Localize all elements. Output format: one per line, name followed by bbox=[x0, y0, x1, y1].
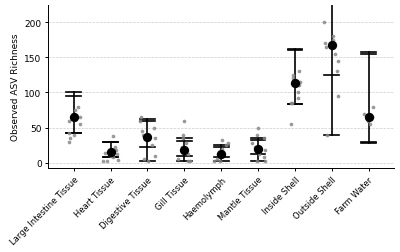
Point bbox=[151, 126, 157, 130]
Point bbox=[77, 116, 84, 120]
Point bbox=[110, 155, 116, 160]
Point bbox=[66, 140, 72, 144]
Point bbox=[297, 81, 304, 85]
Point bbox=[75, 105, 81, 109]
Point bbox=[249, 142, 256, 146]
Point bbox=[296, 84, 302, 88]
Point bbox=[66, 119, 72, 123]
Point bbox=[145, 160, 151, 164]
Point bbox=[183, 142, 189, 146]
Point bbox=[107, 151, 114, 155]
Point bbox=[369, 116, 375, 120]
Point bbox=[137, 119, 144, 123]
Point bbox=[181, 148, 188, 152]
Point bbox=[141, 158, 147, 162]
Point bbox=[296, 70, 302, 74]
Point bbox=[370, 105, 376, 109]
Point bbox=[261, 155, 267, 160]
Point bbox=[66, 131, 72, 135]
Point bbox=[113, 148, 120, 152]
Point bbox=[215, 153, 221, 157]
Point bbox=[367, 123, 374, 127]
Point bbox=[332, 53, 338, 57]
Point bbox=[72, 109, 79, 113]
Point bbox=[185, 153, 192, 157]
Point bbox=[179, 146, 185, 150]
Point bbox=[71, 133, 77, 137]
Y-axis label: Observed ASV Richness: Observed ASV Richness bbox=[11, 34, 20, 141]
Point bbox=[225, 142, 231, 146]
Point bbox=[70, 116, 77, 120]
Point bbox=[330, 39, 336, 43]
Point bbox=[334, 70, 340, 74]
Point bbox=[290, 74, 296, 78]
Point bbox=[288, 102, 295, 106]
Point bbox=[70, 112, 77, 116]
Point bbox=[175, 158, 181, 162]
Point bbox=[186, 160, 193, 164]
Point bbox=[184, 160, 191, 164]
Point bbox=[295, 97, 301, 101]
Point bbox=[179, 137, 186, 141]
Point bbox=[330, 35, 336, 39]
Point bbox=[288, 102, 294, 106]
Point bbox=[255, 147, 261, 151]
Point bbox=[67, 137, 74, 141]
Point bbox=[218, 139, 225, 143]
Point bbox=[261, 137, 267, 141]
Point bbox=[115, 158, 122, 162]
Point bbox=[102, 151, 108, 155]
Point bbox=[289, 77, 296, 81]
Point bbox=[104, 160, 110, 164]
Point bbox=[181, 119, 188, 123]
Point bbox=[322, 46, 329, 50]
Point bbox=[322, 42, 328, 46]
Point bbox=[76, 123, 83, 127]
Point bbox=[110, 135, 116, 139]
Point bbox=[262, 148, 268, 152]
Point bbox=[219, 151, 226, 155]
Point bbox=[252, 146, 258, 150]
Point bbox=[255, 126, 261, 130]
Point bbox=[149, 144, 155, 148]
Point bbox=[218, 153, 224, 157]
Point bbox=[140, 133, 146, 137]
Point bbox=[137, 116, 144, 120]
Point bbox=[365, 119, 372, 123]
Point bbox=[360, 112, 367, 116]
Point bbox=[256, 153, 263, 157]
Point bbox=[335, 94, 342, 99]
Point bbox=[288, 123, 294, 127]
Point bbox=[223, 144, 229, 148]
Point bbox=[211, 160, 218, 164]
Point bbox=[114, 153, 120, 157]
Point bbox=[214, 158, 220, 162]
Point bbox=[321, 21, 328, 25]
Point bbox=[144, 135, 151, 139]
Point bbox=[138, 130, 145, 134]
Point bbox=[254, 133, 260, 137]
Point bbox=[180, 133, 186, 137]
Point bbox=[112, 146, 118, 150]
Point bbox=[328, 43, 335, 47]
Point bbox=[152, 137, 158, 141]
Point bbox=[100, 160, 106, 164]
Point bbox=[152, 154, 158, 158]
Point bbox=[216, 155, 223, 160]
Point bbox=[335, 59, 342, 64]
Point bbox=[324, 133, 330, 137]
Point bbox=[179, 148, 185, 152]
Point bbox=[262, 160, 268, 164]
Point bbox=[366, 116, 372, 120]
Point bbox=[292, 82, 298, 86]
Point bbox=[217, 160, 223, 164]
Point bbox=[254, 160, 260, 164]
Point bbox=[108, 154, 114, 158]
Point bbox=[294, 91, 301, 95]
Point bbox=[219, 147, 225, 151]
